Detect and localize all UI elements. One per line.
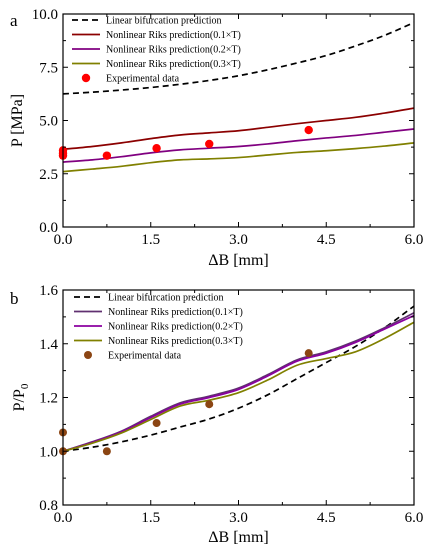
x-tick-label: 1.5 [141,232,160,248]
x-tick-label: 1.5 [141,510,160,526]
y-tick-label: 1.2 [39,391,58,407]
legend-marker [84,351,92,359]
x-tick-label: 6.0 [405,510,424,526]
x-axis-label: ΔB [mm] [208,529,269,546]
series-line-3 [63,321,414,453]
legend-entry: Nonlinear Riks prediction(0.1×T) [106,30,241,41]
data-point [152,143,161,153]
x-tick-label: 3.0 [229,510,248,526]
series-line-2 [63,128,414,163]
y-tick-label: 7.5 [39,60,58,76]
x-tick-label: 3.0 [229,232,248,248]
y-axis-label-text: P/P [11,389,28,411]
legend-entry: Linear bifurcation prediction [108,293,224,304]
x-tick-label: 0.0 [54,232,73,248]
y-tick-label: 1.4 [39,337,58,353]
legend-entry: Nonlinear Riks prediction(0.3×T) [106,59,241,70]
data-point [205,400,214,409]
y-tick-label: 2.5 [39,167,58,183]
series-line-3 [63,142,414,173]
legend-entry: Nonlinear Riks prediction(0.1×T) [108,307,243,318]
x-axis-label: ΔB [mm] [208,252,269,269]
y-tick-label: 0.0 [39,220,58,236]
y-tick-label: 1.6 [39,283,58,299]
y-axis-label: P [MPa] [9,94,26,147]
data-point [102,151,112,160]
legend-entry: Nonlinear Riks prediction(0.2×T) [108,322,243,333]
y-axis-label-subscript: 0 [19,383,31,389]
data-point [304,349,313,358]
data-point [102,447,111,456]
legend-entry: Experimental data [106,74,180,85]
panel-label: a [10,11,18,30]
legend-marker [81,73,91,83]
x-tick-label: 4.5 [317,232,336,248]
y-axis-label-text: P [MPa] [9,94,26,147]
x-tick-label: 0.0 [54,510,73,526]
legend-entry: Nonlinear Riks prediction(0.3×T) [108,336,243,347]
series-line-1 [63,107,414,151]
data-point [304,125,313,135]
legend-entry: Linear bifurcation prediction [106,16,222,27]
data-point [152,419,161,428]
data-point [205,139,214,149]
y-tick-label: 0.8 [39,498,58,514]
legend-entry: Nonlinear Riks prediction(0.2×T) [106,45,241,56]
series-line-0 [63,305,414,453]
panel-label: b [10,289,19,308]
y-tick-label: 10.0 [32,7,58,23]
series-line-2 [63,314,414,453]
x-tick-label: 4.5 [317,510,336,526]
y-axis-label: P/P0 [11,383,31,411]
y-tick-label: 1.0 [39,444,58,460]
legend-entry: Experimental data [108,351,182,362]
series-line-1 [63,312,414,453]
x-tick-label: 6.0 [405,232,424,248]
y-tick-label: 5.0 [39,114,58,130]
